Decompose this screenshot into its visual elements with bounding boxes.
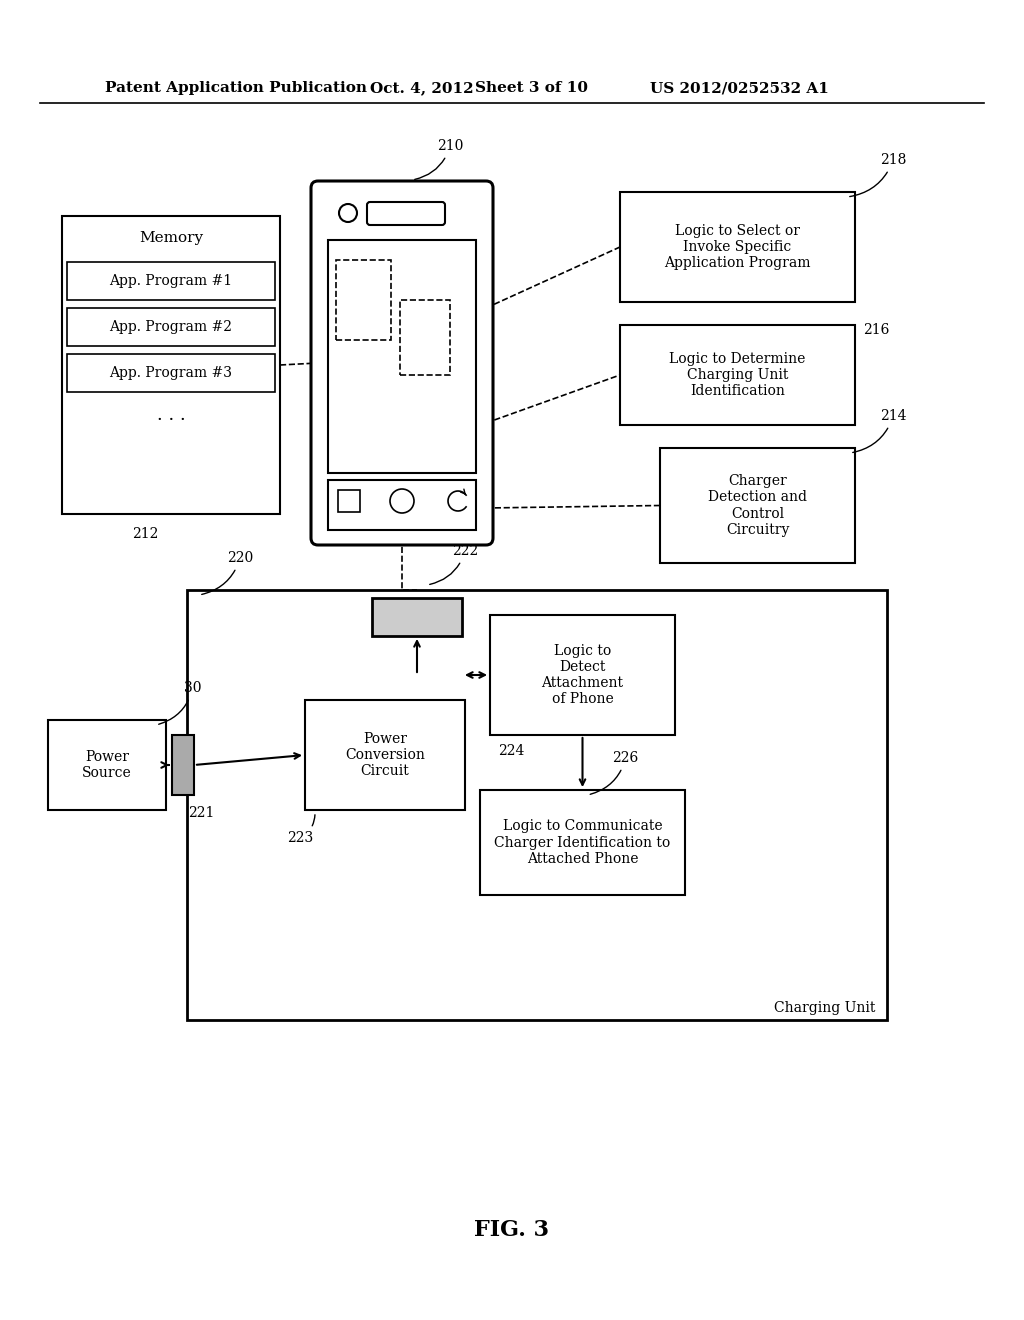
Text: 226: 226	[590, 751, 639, 795]
Text: Memory: Memory	[139, 231, 203, 246]
Text: App. Program #2: App. Program #2	[110, 319, 232, 334]
Text: Charger
Detection and
Control
Circuitry: Charger Detection and Control Circuitry	[708, 474, 807, 537]
FancyBboxPatch shape	[367, 202, 445, 224]
Text: FIG. 3: FIG. 3	[474, 1218, 550, 1241]
Text: Logic to
Detect
Attachment
of Phone: Logic to Detect Attachment of Phone	[542, 644, 624, 706]
Text: 222: 222	[430, 544, 478, 585]
Text: Patent Application Publication: Patent Application Publication	[105, 81, 367, 95]
Bar	[187, 590, 887, 1020]
Text: 223: 223	[287, 814, 315, 845]
Text: US 2012/0252532 A1: US 2012/0252532 A1	[650, 81, 828, 95]
Circle shape	[390, 488, 414, 513]
Text: 220: 220	[202, 550, 253, 594]
Text: 30: 30	[159, 681, 202, 725]
Text: Logic to Communicate
Charger Identification to
Attached Phone: Logic to Communicate Charger Identificat…	[495, 820, 671, 866]
Text: Logic to Determine
Charging Unit
Identification: Logic to Determine Charging Unit Identif…	[670, 352, 806, 399]
Bar	[67, 354, 275, 392]
Bar	[490, 615, 675, 735]
Bar	[336, 260, 391, 341]
Bar	[620, 325, 855, 425]
Text: 216: 216	[863, 323, 890, 337]
Bar	[67, 261, 275, 300]
Bar	[48, 719, 166, 810]
Text: 224: 224	[498, 744, 524, 758]
Text: Sheet 3 of 10: Sheet 3 of 10	[475, 81, 588, 95]
Text: Oct. 4, 2012: Oct. 4, 2012	[370, 81, 474, 95]
Bar	[172, 735, 194, 795]
Text: Power
Source: Power Source	[82, 750, 132, 780]
Text: 210: 210	[415, 139, 464, 180]
Text: App. Program #1: App. Program #1	[110, 275, 232, 288]
Text: App. Program #3: App. Program #3	[110, 366, 232, 380]
Text: · · ·: · · ·	[157, 411, 185, 429]
FancyBboxPatch shape	[311, 181, 493, 545]
Text: Logic to Select or
Invoke Specific
Application Program: Logic to Select or Invoke Specific Appli…	[665, 224, 811, 271]
Bar	[328, 480, 476, 531]
Bar	[338, 490, 360, 512]
Bar	[328, 240, 476, 473]
Text: Power
Conversion
Circuit: Power Conversion Circuit	[345, 731, 425, 779]
Bar	[372, 598, 462, 636]
Bar	[62, 216, 280, 513]
Text: 221: 221	[188, 807, 214, 820]
Circle shape	[339, 205, 357, 222]
Bar	[660, 447, 855, 564]
Bar	[305, 700, 465, 810]
Text: 214: 214	[853, 409, 906, 453]
Text: Charging Unit: Charging Unit	[773, 1001, 874, 1015]
Bar	[480, 789, 685, 895]
Bar	[67, 308, 275, 346]
Text: 218: 218	[850, 153, 906, 197]
Bar	[400, 300, 450, 375]
Bar	[620, 191, 855, 302]
Text: 212: 212	[132, 527, 159, 541]
